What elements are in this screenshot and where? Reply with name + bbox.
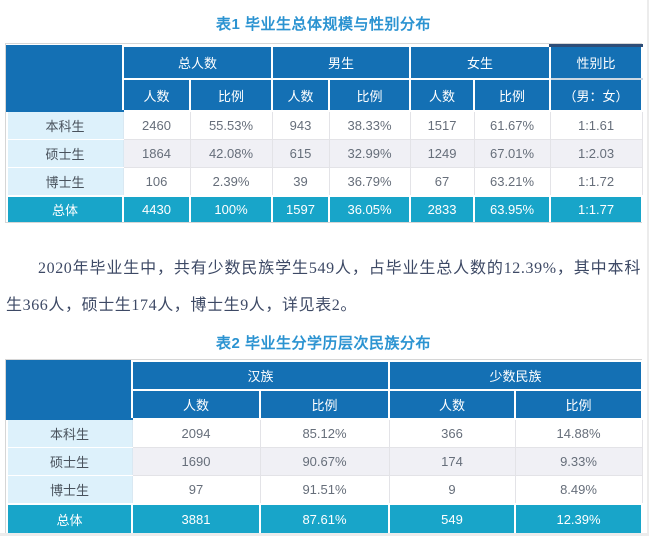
corner-cell <box>6 44 124 112</box>
data-cell: 61.67% <box>473 110 551 140</box>
data-cell: 87.61% <box>258 503 391 533</box>
total-row: 总体 4430 100% 1597 36.05% 2833 63.95% 1:1.77 <box>6 195 644 222</box>
data-cell: 32.99% <box>328 139 411 168</box>
data-cell: 943 <box>271 110 330 140</box>
data-cell: 9 <box>388 475 516 505</box>
sub-header-ratio: 比例 <box>188 78 274 112</box>
row-label-cell: 本科生 <box>6 418 133 448</box>
table-row: 硕士生 1864 42.08% 615 32.99% 1249 67.01% 1:2.03 <box>6 139 643 168</box>
table2-wrapper: 汉族 少数民族 人数 比例 人数 比例 本科生 2094 85.12% 366 14.8… <box>5 359 644 533</box>
column-header-minority: 少数民族 <box>388 360 644 391</box>
data-cell: 1517 <box>409 110 475 140</box>
data-cell: 14.88% <box>514 418 643 448</box>
data-cell: 1690 <box>131 447 261 476</box>
data-cell: 97 <box>131 475 261 505</box>
data-cell: 42.08% <box>189 139 273 168</box>
sub-header-ratio: 比例 <box>328 78 412 112</box>
data-cell: 55.53% <box>189 110 273 140</box>
data-cell: 1:1.77 <box>549 195 644 222</box>
total-row: 总体 3881 87.61% 549 12.39% <box>6 503 644 533</box>
data-cell: 100% <box>188 195 274 222</box>
row-label-cell: 总体 <box>6 503 133 533</box>
data-cell: 615 <box>271 139 330 168</box>
table1-title: 表1 毕业生总体规模与性别分布 <box>215 16 431 33</box>
table2-sub-header-row: 人数 比例 人数 比例 <box>7 389 644 420</box>
data-cell: 67 <box>409 167 475 197</box>
table2-ethnic-distribution: 汉族 少数民族 人数 比例 人数 比例 本科生 2094 85.12% 366 14.8… <box>6 360 644 533</box>
data-cell: 1:1.72 <box>549 167 643 197</box>
table1-group-header-row: 总人数 男生 女生 性别比 <box>6 44 644 112</box>
sub-header-count: 人数 <box>122 78 191 112</box>
data-cell: 36.05% <box>328 195 412 222</box>
sub-header-count: 人数 <box>131 389 261 420</box>
data-cell: 106 <box>122 167 191 197</box>
data-cell: 63.95% <box>473 195 552 222</box>
data-cell: 9.33% <box>514 447 643 476</box>
table-row: 本科生 2460 55.53% 943 38.33% 1517 61.67% 1:1.61 <box>6 110 643 140</box>
data-cell: 366 <box>388 418 516 448</box>
data-cell: 2094 <box>131 418 261 448</box>
table1-wrapper: 总人数 男生 女生 性别比 人数 比例 人数 比例 人数 比例 （男：女） 本科… <box>5 43 644 223</box>
data-cell: 2.39% <box>189 167 273 197</box>
column-header-male: 男生 <box>271 44 412 80</box>
table-row: 硕士生 1690 90.67% 174 9.33% <box>6 447 643 476</box>
data-cell: 85.12% <box>259 418 390 448</box>
data-cell: 2460 <box>122 110 191 140</box>
minority-summary-paragraph: 2020年毕业生中，共有少数民族学生549人，占毕业生总人数的12.39%，其中… <box>6 260 641 314</box>
row-label-cell: 硕士生 <box>6 139 124 168</box>
column-header-total: 总人数 <box>121 44 274 80</box>
row-label-cell: 本科生 <box>6 110 124 140</box>
data-cell: 8.49% <box>514 475 643 505</box>
column-header-sex-ratio: 性别比 <box>549 44 644 80</box>
data-cell: 1:1.61 <box>549 110 643 140</box>
data-cell: 91.51% <box>259 475 390 505</box>
data-cell: 174 <box>388 447 516 476</box>
data-cell: 36.79% <box>328 167 411 197</box>
data-cell: 90.67% <box>259 447 390 476</box>
row-label-cell: 总体 <box>6 195 124 222</box>
row-label-cell: 博士生 <box>6 475 133 505</box>
column-header-han: 汉族 <box>130 360 391 391</box>
sub-header-count: 人数 <box>271 78 331 112</box>
table2-title: 表2 毕业生分学历层次民族分布 <box>215 335 431 352</box>
data-cell: 3881 <box>131 503 261 533</box>
table-row: 本科生 2094 85.12% 366 14.88% <box>6 418 643 448</box>
table-row: 博士生 106 2.39% 39 36.79% 67 63.21% 1:1.72 <box>6 167 643 197</box>
corner-cell <box>6 360 133 420</box>
data-cell: 1864 <box>122 139 191 168</box>
sub-header-male-female: （男：女） <box>549 78 644 112</box>
data-cell: 39 <box>271 167 330 197</box>
sub-header-ratio: 比例 <box>258 389 391 420</box>
column-header-female: 女生 <box>409 44 552 80</box>
sub-header-count: 人数 <box>388 389 517 420</box>
sub-header-count: 人数 <box>409 78 476 112</box>
data-cell: 4430 <box>122 195 191 222</box>
table1-sub-header-row: 人数 比例 人数 比例 人数 比例 （男：女） <box>7 78 644 112</box>
data-cell: 1:2.03 <box>549 139 643 168</box>
table-row: 博士生 97 91.51% 9 8.49% <box>6 475 643 505</box>
table2-group-header-row: 汉族 少数民族 <box>6 360 644 420</box>
data-cell: 2833 <box>409 195 476 222</box>
data-cell: 67.01% <box>473 139 551 168</box>
sub-header-ratio: 比例 <box>473 78 552 112</box>
sub-header-ratio: 比例 <box>514 389 644 420</box>
table1-gender-distribution: 总人数 男生 女生 性别比 人数 比例 人数 比例 人数 比例 （男：女） 本科… <box>6 44 644 222</box>
data-cell: 12.39% <box>514 503 644 533</box>
data-cell: 63.21% <box>473 167 551 197</box>
row-label-cell: 硕士生 <box>6 447 133 476</box>
data-cell: 549 <box>388 503 517 533</box>
row-label-cell: 博士生 <box>6 167 124 197</box>
data-cell: 1597 <box>271 195 331 222</box>
data-cell: 38.33% <box>328 110 411 140</box>
data-cell: 1249 <box>409 139 475 168</box>
